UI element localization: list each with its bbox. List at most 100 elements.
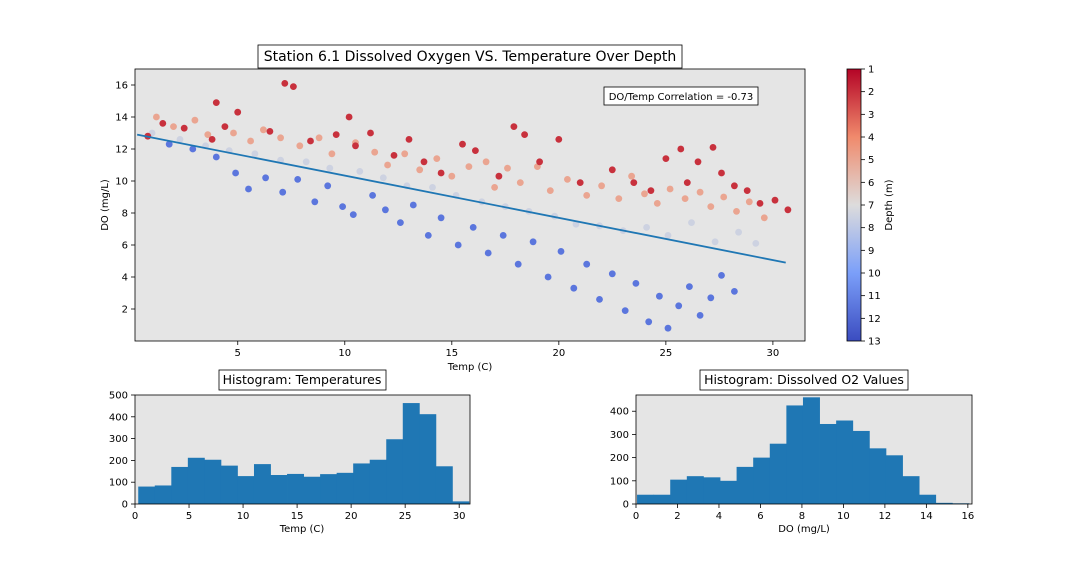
temp-hist-y-tick-label: 0 [122, 500, 128, 511]
scatter-point [279, 188, 287, 196]
scatter-point [212, 99, 220, 106]
scatter-point [555, 136, 563, 143]
temp-hist-x-tick-label: 5 [186, 511, 192, 522]
do-hist-bar [836, 420, 854, 504]
temp-hist-bar [171, 466, 189, 504]
scatter-point [731, 288, 738, 295]
y-tick-label: 12 [115, 145, 128, 156]
do-hist-y-tick-label: 100 [610, 476, 629, 487]
scatter-point [352, 142, 359, 150]
temp-hist-y-tick-label: 200 [109, 456, 128, 467]
scatter-point [290, 83, 297, 90]
scatter-point [390, 152, 398, 159]
y-tick-label: 8 [122, 209, 128, 220]
temp-hist-x-tick-label: 0 [132, 511, 138, 522]
scatter-point [339, 203, 346, 211]
x-tick-label: 15 [445, 348, 458, 359]
do-hist-x-axis: 0 2 4 6 8 10 12 14 16 [633, 504, 974, 522]
scatter-point [720, 193, 728, 201]
temp-hist-x-axis: 0 5 10 15 20 25 30 [132, 504, 466, 522]
scatter-x-label: Temp (C) [447, 362, 493, 373]
scatter-point [784, 206, 792, 214]
scatter-point [247, 137, 255, 145]
scatter-point [696, 312, 704, 319]
scatter-point [514, 260, 522, 268]
correlation-box [603, 86, 759, 106]
do-hist-bars [637, 397, 970, 504]
temp-hist-y-tick-label: 100 [109, 478, 128, 489]
do-hist-bar [885, 455, 903, 504]
scatter-point [277, 134, 284, 142]
do-hist-y-tick-label: 0 [623, 500, 629, 511]
scatter-point [465, 163, 473, 171]
temp-hist-bar [452, 501, 470, 504]
scatter-point [683, 179, 691, 187]
scatter-point [176, 136, 184, 143]
y-tick-label: 2 [122, 305, 128, 316]
y-tick-label: 4 [122, 273, 128, 284]
scatter-point [384, 161, 391, 169]
scatter-point [696, 188, 704, 196]
scatter-point [495, 172, 503, 180]
temp-hist-bar [220, 465, 238, 504]
y-tick-label: 10 [115, 177, 128, 188]
do-hist-x-tick-label: 4 [716, 511, 722, 522]
scatter-point [645, 318, 653, 326]
scatter-point [664, 232, 672, 239]
scatter-point [469, 224, 477, 231]
temp-hist-frame [134, 394, 471, 505]
scatter-point [382, 206, 389, 214]
colorbar-tick-label: 3 [868, 110, 874, 121]
scatter-frame [134, 68, 806, 342]
scatter-point [491, 184, 498, 191]
scatter-point [208, 136, 216, 143]
colorbar-tick-label: 8 [868, 223, 874, 234]
temp-hist-bar [369, 459, 387, 504]
do-hist-bar [919, 494, 937, 504]
do-hist-bar [769, 443, 787, 504]
x-tick-label: 20 [552, 348, 565, 359]
colorbar-tick-label: 5 [868, 155, 874, 166]
scatter-point [328, 150, 336, 158]
x-tick-label: 5 [235, 348, 241, 359]
scatter-point [405, 136, 413, 143]
colorbar-gradient [846, 68, 862, 342]
colorbar-tick-label: 4 [868, 133, 874, 144]
scatter-point [437, 214, 445, 222]
scatter-point [189, 145, 197, 153]
scatter-point [424, 232, 432, 239]
temp-hist-bar [154, 485, 172, 504]
scatter-point [482, 158, 490, 166]
scatter-point [707, 294, 715, 302]
scatter-point [752, 240, 760, 247]
scatter-point [608, 166, 616, 174]
scatter-point [583, 260, 591, 268]
scatter-point [281, 80, 289, 87]
colorbar-tick-label: 12 [868, 314, 881, 325]
scatter-point [180, 124, 188, 132]
temp-hist-title: Histogram: Temperatures [223, 372, 382, 387]
scatter-point [544, 273, 552, 281]
colorbar-tick-label: 9 [868, 246, 874, 257]
scatter-point [572, 220, 580, 228]
colorbar-tick-label: 1 [868, 65, 874, 76]
scatter-point [628, 172, 635, 180]
scatter-x-axis: 5 10 15 20 25 30 [235, 341, 779, 359]
colorbar-label: Depth (m) [884, 179, 895, 230]
scatter-point [711, 238, 719, 246]
scatter-point [499, 232, 507, 239]
scatter-point [459, 140, 466, 148]
scatter-point [694, 158, 702, 166]
do-hist-x-tick-label: 10 [837, 511, 850, 522]
temp-hist-bar [287, 473, 304, 504]
do-hist-y-tick-label: 400 [610, 407, 629, 418]
scatter-point [454, 241, 462, 249]
scatter-point [266, 127, 274, 135]
scatter-point [536, 158, 543, 166]
do-hist-y-tick-label: 300 [610, 430, 629, 441]
do-hist-y-axis: 0 100 200 300 400 [610, 407, 636, 511]
temp-hist-x-tick-label: 25 [399, 511, 412, 522]
scatter-points [144, 80, 792, 332]
do-hist-frame [635, 394, 973, 505]
